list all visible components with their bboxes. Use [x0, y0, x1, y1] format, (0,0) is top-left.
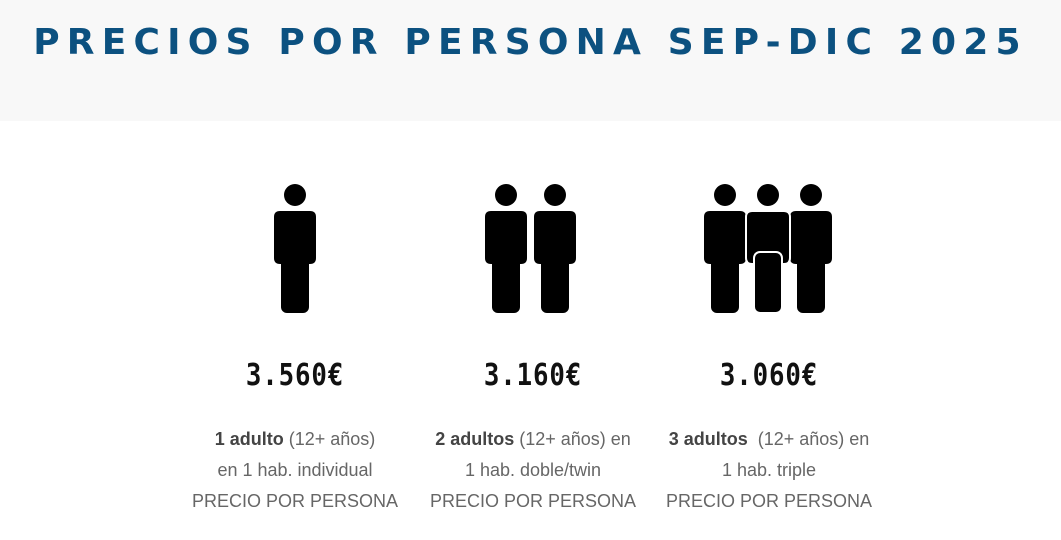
description-triple: 3 adultos (12+ años) en 1 hab. triple PR…	[649, 424, 889, 517]
per-person-note: PRECIO POR PERSONA	[665, 491, 873, 511]
occupancy-line: 3 adultos (12+ años) en	[649, 424, 889, 455]
price-triple: 3.060€	[719, 358, 819, 393]
one-person-icon	[272, 182, 318, 314]
description-double: 2 adultos (12+ años) en 1 hab. doble/twi…	[413, 424, 653, 517]
adult-count: 2 adultos	[435, 429, 515, 449]
price-single: 3.560€	[245, 358, 345, 393]
per-person-note: PRECIO POR PERSONA	[191, 491, 399, 511]
adult-count: 3 adultos	[668, 429, 748, 449]
occupancy-line: 1 adulto (12+ años)	[175, 424, 415, 455]
occupancy-line: 2 adultos (12+ años) en	[413, 424, 653, 455]
age-note: (12+ años)	[283, 429, 376, 449]
price-double: 3.160€	[483, 358, 583, 393]
three-persons-icon	[704, 182, 832, 314]
room-note: 1 hab. triple	[721, 460, 817, 480]
room-note: en 1 hab. individual	[217, 460, 373, 480]
age-note: (12+ años) en	[747, 429, 870, 449]
adult-count: 1 adulto	[214, 429, 284, 449]
age-note: (12+ años) en	[514, 429, 631, 449]
page-header: PRECIOS POR PERSONA SEP-DIC 2025	[0, 0, 1061, 121]
per-person-note: PRECIO POR PERSONA	[429, 491, 637, 511]
room-note: 1 hab. doble/twin	[464, 460, 602, 480]
description-single: 1 adulto (12+ años) en 1 hab. individual…	[175, 424, 415, 517]
page-title: PRECIOS POR PERSONA SEP-DIC 2025	[33, 22, 1028, 63]
two-persons-icon	[484, 182, 578, 314]
